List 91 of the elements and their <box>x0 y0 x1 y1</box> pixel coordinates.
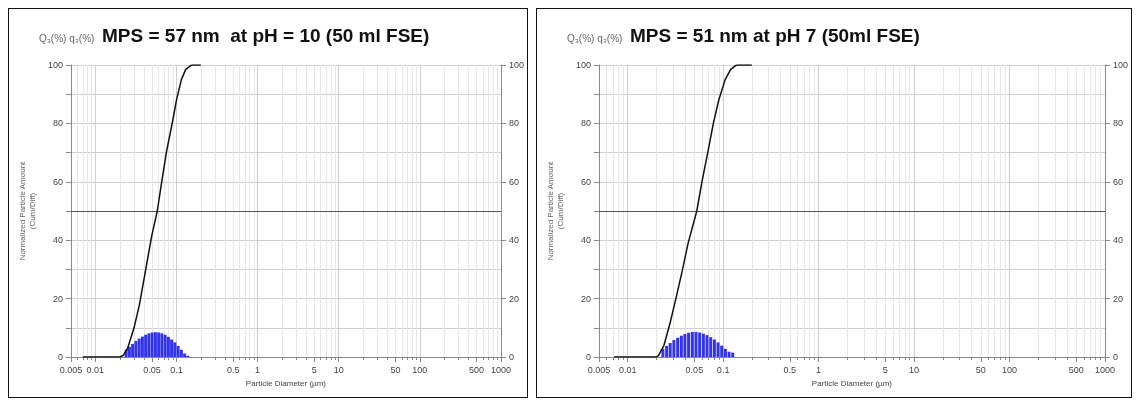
bar <box>727 351 731 357</box>
bar <box>676 337 680 357</box>
y-tick-label: 0 <box>57 352 63 362</box>
y2-tick-label: 100 <box>1112 60 1129 70</box>
y2-tick-label: 80 <box>1112 118 1123 129</box>
y-tick-label: 80 <box>580 118 591 129</box>
bar <box>716 342 720 357</box>
chart-title: MPS = 51 nm at pH 7 (50ml FSE) <box>630 25 920 46</box>
x-tick-label: 500 <box>469 364 485 375</box>
chart-title: MPS = 57 nm at pH = 10 (50 ml FSE) <box>102 25 430 46</box>
bar <box>723 348 727 357</box>
bar <box>694 331 698 357</box>
y-tick-label: 60 <box>580 176 591 187</box>
bar <box>157 332 161 357</box>
x-tick-label: 5 <box>311 364 317 375</box>
x-tick-label: 0.01 <box>86 364 105 375</box>
x-tick-label: 0.5 <box>226 364 240 375</box>
x-axis-title: Particle Diameter (µm) <box>245 378 327 388</box>
x-tick-label: 1000 <box>1094 364 1115 375</box>
bar <box>731 352 735 357</box>
x-tick-label: 500 <box>1068 364 1084 375</box>
bar <box>140 336 144 357</box>
x-tick-label: 100 <box>1002 364 1018 375</box>
bar <box>720 345 724 357</box>
bar <box>144 334 148 357</box>
y2-tick-label: 40 <box>1112 235 1123 246</box>
x-tick-label: 100 <box>412 364 428 375</box>
x-tick-label: 0.05 <box>685 364 704 375</box>
y-tick-label: 60 <box>52 176 63 187</box>
y2-tick-label: 80 <box>508 118 519 129</box>
text: Q₃(%) q₃(%) <box>39 32 95 44</box>
y-tick-label: 20 <box>580 293 591 304</box>
x-tick-label: 0.1 <box>716 364 730 375</box>
y-axis-title: Normalized Particle Amount (Cum/Diff) <box>17 160 37 261</box>
x-tick-label: 0.005 <box>587 364 611 375</box>
y2-tick-label: 60 <box>508 176 519 187</box>
x-tick-label: 1 <box>255 364 261 375</box>
y2-tick-label: 20 <box>508 293 519 304</box>
bar <box>170 339 174 357</box>
y-tick-label: 40 <box>580 235 591 246</box>
bar <box>173 342 177 357</box>
x-axis-title: Particle Diameter (µm) <box>811 378 893 388</box>
x-tick-label: 0.05 <box>143 364 161 375</box>
bar <box>160 333 164 357</box>
x-tick-label: 10 <box>909 364 920 375</box>
x-tick-label: 1000 <box>490 364 511 375</box>
bar <box>701 333 705 357</box>
bar <box>698 332 702 357</box>
bar <box>176 345 180 357</box>
bar <box>683 333 687 357</box>
y2-tick-label: 60 <box>1112 176 1123 187</box>
y-tick-label: 20 <box>52 293 63 304</box>
y2-tick-label: 0 <box>1112 352 1118 362</box>
bar <box>163 334 167 357</box>
y-tick-label: 100 <box>47 60 63 70</box>
bar <box>705 335 709 357</box>
bar <box>179 349 183 357</box>
bar <box>150 332 154 357</box>
y-tick-label: 80 <box>52 118 63 129</box>
bar <box>690 331 694 357</box>
bar <box>137 338 141 357</box>
bar <box>709 337 713 357</box>
y-tick-label: 0 <box>585 352 591 362</box>
x-tick-label: 0.01 <box>618 364 637 375</box>
x-tick-label: 1 <box>816 364 822 375</box>
x-tick-label: 0.1 <box>170 364 183 375</box>
x-tick-label: 50 <box>390 364 401 375</box>
y-axis-title: Normalized Particle Amount (Cum/Diff) <box>545 160 565 261</box>
bar <box>668 342 672 357</box>
bar <box>153 332 157 357</box>
bar <box>134 340 138 357</box>
y-tick-label: 100 <box>575 60 591 70</box>
y2-tick-label: 40 <box>508 235 519 246</box>
bar <box>687 332 691 357</box>
x-tick-label: 0.5 <box>783 364 797 375</box>
bar <box>679 335 683 357</box>
bar <box>712 339 716 357</box>
bar <box>672 340 676 357</box>
bar <box>131 343 135 357</box>
x-tick-label: 5 <box>882 364 888 375</box>
bar <box>665 345 669 357</box>
y2-tick-label: 100 <box>508 60 525 70</box>
y2-tick-label: 0 <box>508 352 514 362</box>
y2-tick-label: 20 <box>1112 293 1123 304</box>
x-tick-label: 10 <box>333 364 344 375</box>
bar <box>147 333 151 357</box>
bar <box>166 336 170 357</box>
y-tick-label: 40 <box>52 235 63 246</box>
text: Q₃(%) q₃(%) <box>567 32 623 44</box>
x-tick-label: 50 <box>975 364 986 375</box>
x-tick-label: 0.005 <box>59 364 83 375</box>
